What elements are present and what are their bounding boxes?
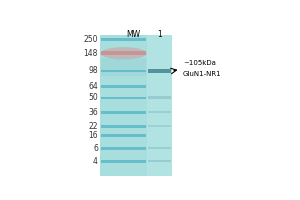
- Bar: [148, 147, 171, 149]
- Ellipse shape: [100, 47, 147, 59]
- Text: 36: 36: [88, 108, 98, 117]
- Bar: [148, 111, 171, 113]
- Text: 22: 22: [88, 122, 98, 131]
- Text: 98: 98: [88, 66, 98, 75]
- Bar: [101, 51, 146, 55]
- Bar: [101, 97, 146, 99]
- Bar: [148, 96, 171, 99]
- Bar: [101, 58, 146, 76]
- Text: 250: 250: [83, 35, 98, 44]
- Bar: [148, 125, 171, 127]
- Text: 50: 50: [88, 93, 98, 102]
- Text: 64: 64: [88, 82, 98, 91]
- Bar: [147, 35, 172, 176]
- Text: GluN1-NR1: GluN1-NR1: [183, 71, 221, 77]
- Text: 148: 148: [84, 49, 98, 58]
- Bar: [101, 38, 146, 41]
- Bar: [148, 69, 171, 73]
- Text: 6: 6: [93, 144, 98, 153]
- Bar: [101, 147, 146, 150]
- Bar: [101, 70, 146, 72]
- Bar: [100, 35, 172, 176]
- Text: ~105kDa: ~105kDa: [183, 60, 216, 66]
- Text: 1: 1: [157, 30, 162, 39]
- Text: 16: 16: [88, 131, 98, 140]
- Text: MW: MW: [126, 30, 140, 39]
- Bar: [101, 160, 146, 163]
- Text: 4: 4: [93, 157, 98, 166]
- Bar: [101, 134, 146, 137]
- Bar: [148, 160, 171, 162]
- Bar: [101, 85, 146, 88]
- Bar: [101, 111, 146, 114]
- Bar: [101, 125, 146, 128]
